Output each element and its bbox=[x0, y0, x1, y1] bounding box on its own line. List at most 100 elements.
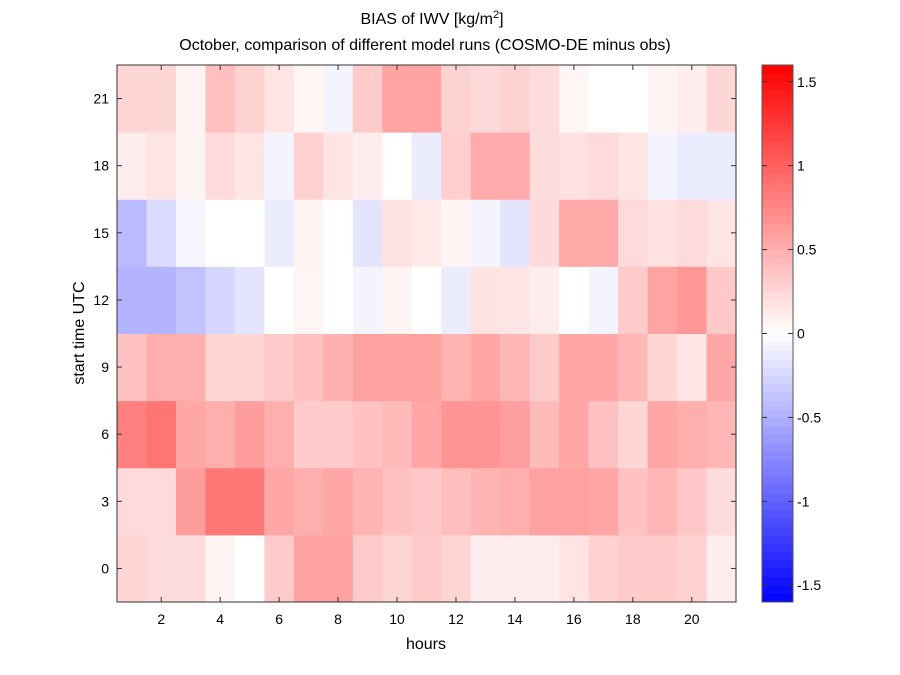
x-axis: 2 4 6 8 10 12 14 16 18 20 bbox=[157, 65, 700, 627]
colorbar-segment bbox=[762, 518, 793, 527]
heatmap-cell bbox=[588, 65, 619, 133]
heatmap-cell bbox=[382, 333, 413, 402]
heatmap-cell bbox=[146, 333, 177, 402]
heatmap-cell bbox=[529, 199, 560, 267]
heatmap-cell bbox=[234, 333, 265, 402]
heatmap-cell bbox=[205, 534, 236, 603]
heatmap-cell bbox=[677, 266, 708, 334]
colorbar-segment bbox=[762, 400, 793, 410]
heatmap-cell bbox=[175, 534, 206, 603]
colorbar-segment bbox=[762, 308, 793, 318]
colorbar-segment bbox=[762, 148, 793, 158]
heatmap-cell bbox=[559, 333, 590, 402]
colorbar-segment bbox=[762, 333, 793, 343]
heatmap-cell bbox=[293, 266, 324, 334]
x-tick-label: 4 bbox=[216, 611, 224, 627]
heatmap-cell bbox=[323, 534, 354, 603]
heatmap-cell bbox=[500, 467, 531, 536]
heatmap-cell bbox=[529, 333, 560, 402]
heatmap-cell bbox=[382, 199, 413, 267]
heatmap-cell bbox=[559, 199, 590, 267]
heatmap-cell bbox=[234, 400, 265, 469]
x-tick-label: 8 bbox=[334, 611, 342, 627]
colorbar-tick-label: 1 bbox=[797, 158, 805, 174]
heatmap-cell bbox=[559, 467, 590, 536]
colorbar-segment bbox=[762, 434, 793, 444]
heatmap-cell bbox=[264, 400, 295, 469]
y-tick-label: 6 bbox=[101, 426, 109, 442]
heatmap-cell bbox=[500, 400, 531, 469]
heatmap-cell bbox=[441, 467, 472, 536]
heatmap-cell bbox=[352, 400, 383, 469]
heatmap-cell bbox=[234, 467, 265, 536]
heatmap-cell bbox=[470, 333, 501, 402]
heatmap-cell bbox=[293, 199, 324, 267]
heatmap-cells bbox=[117, 65, 737, 603]
colorbar-segment bbox=[762, 266, 793, 276]
heatmap-cell bbox=[175, 132, 206, 200]
heatmap-cell bbox=[175, 400, 206, 469]
heatmap-cell bbox=[647, 467, 678, 536]
heatmap-cell bbox=[205, 400, 236, 469]
colorbar-segment bbox=[762, 199, 793, 209]
heatmap-cell bbox=[559, 132, 590, 200]
heatmap-cell bbox=[352, 534, 383, 603]
heatmap-cell bbox=[234, 534, 265, 603]
colorbar-segment bbox=[762, 576, 793, 586]
heatmap-cell bbox=[618, 333, 649, 402]
heatmap-cell bbox=[323, 467, 354, 536]
heatmap-cell bbox=[382, 534, 413, 603]
heatmap-cell bbox=[352, 199, 383, 267]
heatmap-cell bbox=[323, 266, 354, 334]
colorbar-segment bbox=[762, 568, 793, 578]
heatmap-cell bbox=[234, 199, 265, 267]
x-tick-label: 2 bbox=[157, 611, 165, 627]
colorbar-segment bbox=[762, 216, 793, 225]
heatmap-cell bbox=[677, 400, 708, 469]
heatmap-cell bbox=[352, 266, 383, 334]
heatmap-cell bbox=[618, 534, 649, 603]
heatmap-cell bbox=[205, 266, 236, 334]
heatmap-cell bbox=[588, 400, 619, 469]
heatmap-cell bbox=[647, 199, 678, 267]
heatmap-cell bbox=[352, 65, 383, 133]
heatmap-cell bbox=[500, 65, 531, 133]
x-tick-label: 16 bbox=[566, 611, 582, 627]
colorbar-segment bbox=[762, 123, 793, 133]
heatmap-cell bbox=[264, 333, 295, 402]
heatmap-cell bbox=[588, 132, 619, 200]
heatmap-cell bbox=[264, 65, 295, 133]
colorbar-tick-label: -1 bbox=[797, 493, 810, 509]
heatmap-cell bbox=[382, 467, 413, 536]
heatmap-cell bbox=[175, 65, 206, 133]
heatmap-cell bbox=[146, 467, 177, 536]
heatmap-cell bbox=[529, 467, 560, 536]
heatmap-cell bbox=[146, 199, 177, 267]
heatmap-cell bbox=[441, 65, 472, 133]
colorbar-segment bbox=[762, 467, 793, 477]
heatmap-cell bbox=[411, 199, 442, 267]
heatmap-cell bbox=[470, 199, 501, 267]
y-tick-label: 3 bbox=[101, 493, 109, 509]
heatmap-cell bbox=[205, 199, 236, 267]
heatmap-cell bbox=[470, 266, 501, 334]
colorbar-segment bbox=[762, 442, 793, 452]
heatmap-cell bbox=[529, 132, 560, 200]
heatmap-cell bbox=[588, 333, 619, 402]
colorbar-segment bbox=[762, 383, 793, 393]
colorbar-segment bbox=[762, 484, 793, 494]
heatmap-cell bbox=[411, 333, 442, 402]
heatmap-cell bbox=[146, 65, 177, 133]
colorbar-segment bbox=[762, 174, 793, 183]
x-tick-label: 10 bbox=[389, 611, 405, 627]
heatmap-cell bbox=[677, 534, 708, 603]
colorbar-segment bbox=[762, 249, 793, 259]
heatmap-cell bbox=[146, 132, 177, 200]
colorbar-segment bbox=[762, 560, 793, 569]
colorbar-segment bbox=[762, 81, 793, 91]
heatmap-cell bbox=[234, 132, 265, 200]
heatmap-cell bbox=[382, 132, 413, 200]
heatmap-cell bbox=[500, 333, 531, 402]
heatmap-cell bbox=[559, 266, 590, 334]
